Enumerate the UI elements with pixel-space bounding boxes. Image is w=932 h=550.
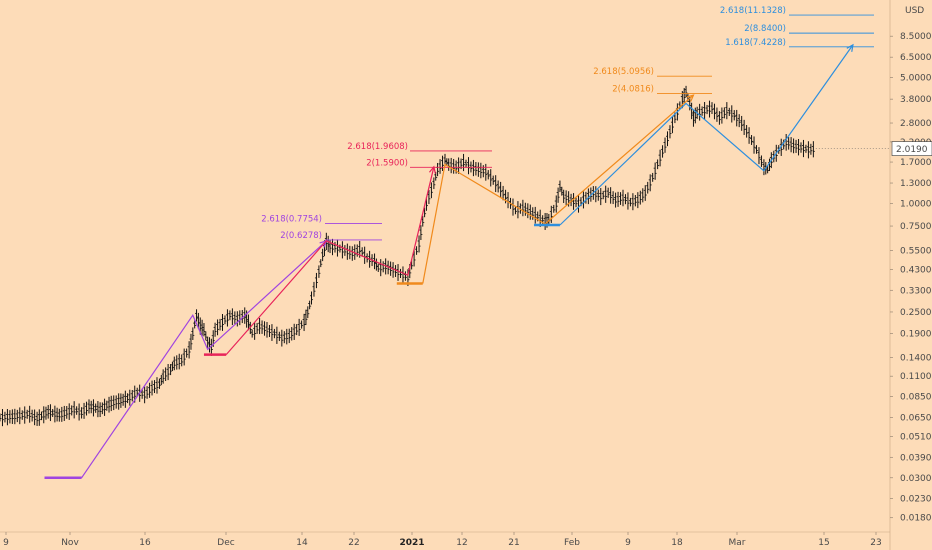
y-tick-label: 0.0180 <box>900 514 932 524</box>
purple-level-label: 2(0.6278) <box>280 231 322 241</box>
x-tick-label: 9 <box>3 538 9 548</box>
x-tick-label: 18 <box>671 538 683 548</box>
y-tick-label: 0.3300 <box>900 286 932 296</box>
y-tick-label: 1.3000 <box>900 179 932 189</box>
x-tick-label: 22 <box>348 538 359 548</box>
orange-level-label: 2(4.0816) <box>612 85 654 95</box>
x-tick-label: 9 <box>625 538 631 548</box>
orange-level-label: 2.618(5.0956) <box>593 67 654 77</box>
y-tick-label: 0.0300 <box>900 474 932 484</box>
x-tick-label: Feb <box>564 538 580 548</box>
pink-level-label: 2.618(1.9608) <box>347 142 408 152</box>
x-tick-label: 12 <box>456 538 467 548</box>
y-tick-label: 0.0650 <box>900 413 932 423</box>
y-tick-label: 2.8000 <box>900 119 932 129</box>
y-tick-label: 0.0510 <box>900 432 932 442</box>
last-price-label: 2.0190 <box>896 145 928 155</box>
y-tick-label: 1.7000 <box>900 158 932 168</box>
x-tick-label: Dec <box>217 538 234 548</box>
last-price-tag <box>891 141 932 156</box>
x-tick-label: 14 <box>296 538 308 548</box>
y-tick-label: 0.7500 <box>900 222 932 232</box>
orange-projection-path <box>422 94 694 284</box>
y-tick-label: 5.0000 <box>900 74 932 84</box>
y-tick-label: 0.2500 <box>900 308 932 318</box>
pink-arrowhead <box>428 165 436 174</box>
x-tick-label: Nov <box>61 538 79 548</box>
x-tick-label: Mar <box>729 538 746 548</box>
y-tick-label: 0.4300 <box>900 266 932 276</box>
orange-arrowhead <box>686 94 695 102</box>
y-tick-label: 6.5000 <box>900 53 932 63</box>
x-tick-label: 21 <box>508 538 519 548</box>
purple-level-label: 2.618(0.7754) <box>261 214 322 224</box>
y-tick-label: 0.0850 <box>900 392 932 402</box>
y-tick-label: 0.1900 <box>900 329 932 339</box>
x-tick-label: 2021 <box>399 538 424 548</box>
x-tick-label: 23 <box>870 538 881 548</box>
x-tick-label: 16 <box>139 538 151 548</box>
blue-projection-path <box>559 44 854 226</box>
blue-level-label: 2.618(11.1328) <box>720 6 786 16</box>
y-tick-label: 0.1400 <box>900 353 932 363</box>
blue-level-label: 2(8.8400) <box>744 24 786 34</box>
y-tick-label: 0.1100 <box>900 372 932 382</box>
x-tick-label: 15 <box>818 538 829 548</box>
y-tick-label: 0.5500 <box>900 246 932 256</box>
pink-level-label: 2(1.5900) <box>366 158 408 168</box>
y-tick-label: 0.0230 <box>900 495 932 505</box>
purple-projection-path <box>81 240 327 479</box>
y-tick-label: 0.0390 <box>900 453 932 463</box>
pink-projection-path <box>225 166 435 355</box>
y-tick-label: 8.5000 <box>900 32 932 42</box>
currency-label: USD <box>905 6 924 16</box>
y-tick-label: 1.0000 <box>900 200 932 210</box>
blue-level-label: 1.618(7.4228) <box>725 38 786 48</box>
y-tick-label: 3.8000 <box>900 95 932 105</box>
